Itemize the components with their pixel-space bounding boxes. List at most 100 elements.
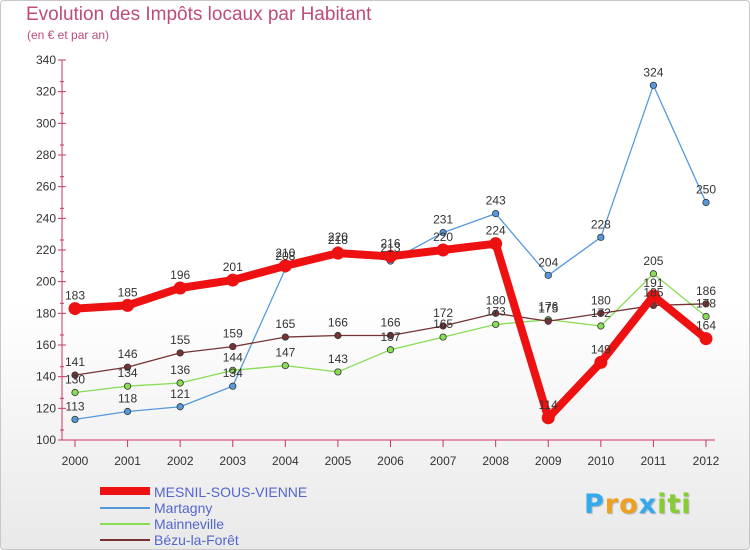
data-label: 118: [118, 392, 137, 406]
data-label: 213: [380, 241, 400, 255]
data-label: 205: [643, 254, 663, 268]
data-point: [386, 331, 395, 340]
x-tick-label: 2012: [693, 454, 720, 468]
logo-letter: t: [667, 489, 682, 520]
data-point: [173, 281, 187, 295]
data-label: 134: [223, 366, 243, 380]
data-label: 121: [170, 387, 190, 401]
data-point: [702, 312, 710, 321]
y-tick-label: 100: [36, 433, 56, 447]
data-label: 220: [433, 230, 453, 244]
data-point: [649, 81, 658, 89]
data-point: [229, 382, 237, 390]
y-tick-label: 220: [36, 243, 56, 257]
data-label: 173: [486, 304, 506, 318]
chart-title: Evolution des Impôts locaux par Habitant: [26, 4, 372, 25]
data-point: [646, 289, 660, 303]
legend-label: Martagny: [154, 500, 213, 516]
data-label: 172: [591, 306, 611, 320]
data-point: [594, 355, 608, 369]
x-tick-label: 2007: [430, 454, 457, 468]
data-point: [489, 237, 503, 251]
data-point: [331, 246, 345, 260]
data-label: 147: [275, 346, 295, 360]
legend-swatch: [100, 487, 150, 495]
y-tick-label: 160: [36, 338, 56, 352]
data-point: [176, 403, 184, 411]
data-label: 185: [118, 285, 138, 299]
data-point: [334, 368, 342, 376]
data-point: [492, 209, 500, 218]
data-point: [649, 270, 658, 278]
data-point: [597, 322, 605, 330]
data-point: [544, 317, 552, 325]
data-label: 220: [328, 230, 348, 244]
data-point: [439, 228, 447, 237]
data-point: [597, 233, 605, 241]
data-point: [71, 415, 79, 424]
data-point: [176, 379, 184, 387]
series-3: [71, 300, 710, 379]
data-label: 155: [170, 333, 190, 347]
y-tick-label: 340: [36, 53, 56, 67]
x-tick-label: 2003: [219, 454, 246, 468]
data-point: [278, 259, 292, 273]
data-label: 166: [380, 316, 400, 330]
data-point: [123, 363, 132, 371]
x-tick-label: 2011: [641, 454, 667, 468]
data-label: 159: [223, 327, 243, 341]
logo-letter: i: [657, 489, 668, 520]
x-tick-label: 2008: [482, 454, 509, 468]
data-label: 231: [433, 213, 453, 227]
legend-label: Bézu-la-Forêt: [154, 532, 239, 548]
data-point: [492, 320, 500, 329]
data-label: 144: [223, 350, 243, 364]
x-tick-label: 2000: [62, 454, 89, 468]
series-2: [71, 270, 710, 397]
data-label: 183: [65, 289, 85, 303]
data-label: 186: [696, 284, 716, 298]
data-label: 166: [328, 316, 348, 330]
data-label: 201: [223, 260, 243, 274]
y-tick-label: 180: [36, 306, 56, 320]
data-point: [702, 300, 710, 308]
legend-label: MESNIL-SOUS-VIENNE: [154, 484, 308, 500]
data-label: 176: [538, 300, 558, 314]
data-label: 141: [65, 355, 85, 369]
data-label: 216: [380, 236, 400, 250]
x-tick-label: 2006: [377, 454, 404, 468]
logo-letter: o: [619, 489, 639, 520]
data-point: [439, 333, 447, 341]
data-point: [281, 361, 289, 370]
logo-letter: i: [681, 489, 692, 520]
data-label: 130: [65, 373, 85, 387]
series-0: [68, 237, 713, 425]
data-point: [121, 298, 135, 312]
data-label: 175: [538, 301, 558, 315]
data-point: [384, 249, 397, 263]
data-label: 113: [65, 399, 84, 413]
data-point: [699, 332, 713, 346]
data-point: [597, 309, 605, 317]
data-point: [702, 198, 710, 207]
data-label: 228: [591, 217, 611, 231]
data-label: 196: [170, 268, 190, 282]
x-tick-label: 2002: [167, 454, 194, 468]
data-point: [229, 366, 237, 374]
data-point: [123, 382, 132, 390]
data-label: 114: [539, 398, 558, 412]
x-tick-label: 2005: [325, 454, 352, 468]
logo-letter: x: [638, 489, 658, 520]
data-point: [176, 349, 184, 357]
x-tick-label: 2004: [272, 454, 299, 468]
data-point: [334, 331, 342, 340]
data-label: 208: [275, 249, 295, 263]
data-label: 136: [170, 363, 190, 377]
chart-subtitle: (en € et par an): [27, 28, 110, 42]
data-label: 250: [696, 183, 716, 197]
data-label: 146: [118, 347, 138, 361]
data-label: 180: [591, 293, 611, 307]
data-label: 165: [433, 317, 453, 331]
data-label: 178: [696, 297, 716, 311]
